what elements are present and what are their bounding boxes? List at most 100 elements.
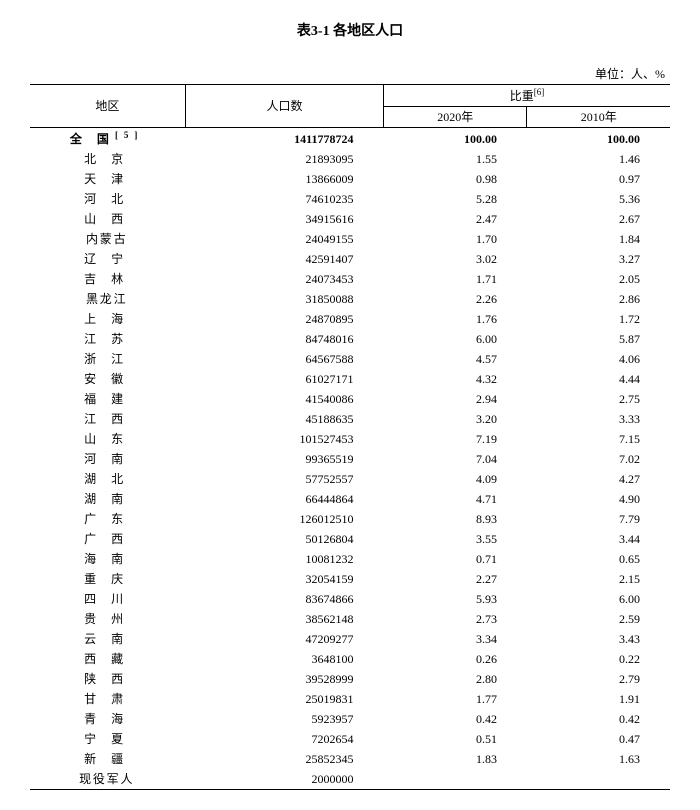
cell-population: 13866009 <box>185 169 383 189</box>
col-header-2010: 2010年 <box>527 107 670 128</box>
cell-ratio-2020: 4.09 <box>384 469 527 489</box>
cell-region: 宁 夏 <box>30 729 185 749</box>
cell-ratio-2020: 2.27 <box>384 569 527 589</box>
cell-region: 湖 北 <box>30 469 185 489</box>
table-row: 西 藏36481000.260.22 <box>30 649 670 669</box>
table-row: 云 南472092773.343.43 <box>30 629 670 649</box>
cell-ratio-2020: 3.20 <box>384 409 527 429</box>
cell-ratio-2010: 0.42 <box>527 709 670 729</box>
cell-region: 广 东 <box>30 509 185 529</box>
cell-population: 41540086 <box>185 389 383 409</box>
cell-ratio-2020: 4.32 <box>384 369 527 389</box>
cell-ratio-2010: 4.44 <box>527 369 670 389</box>
cell-ratio-2010: 1.63 <box>527 749 670 769</box>
cell-ratio-2020: 2.80 <box>384 669 527 689</box>
cell-population: 21893095 <box>185 149 383 169</box>
cell-ratio-2010: 100.00 <box>527 128 670 150</box>
table-row: 甘 肃250198311.771.91 <box>30 689 670 709</box>
cell-population: 38562148 <box>185 609 383 629</box>
cell-ratio-2020: 0.26 <box>384 649 527 669</box>
cell-population: 2000000 <box>185 769 383 790</box>
cell-region: 安 徽 <box>30 369 185 389</box>
cell-region: 全 国[5] <box>30 128 185 150</box>
cell-region: 四 川 <box>30 589 185 609</box>
cell-population: 34915616 <box>185 209 383 229</box>
cell-population: 42591407 <box>185 249 383 269</box>
table-row: 青 海59239570.420.42 <box>30 709 670 729</box>
table-row: 浙 江645675884.574.06 <box>30 349 670 369</box>
table-row: 山 西349156162.472.67 <box>30 209 670 229</box>
cell-region: 辽 宁 <box>30 249 185 269</box>
cell-ratio-2020: 1.70 <box>384 229 527 249</box>
cell-region: 河 北 <box>30 189 185 209</box>
cell-ratio-2010: 2.59 <box>527 609 670 629</box>
cell-region: 浙 江 <box>30 349 185 369</box>
cell-ratio-2020: 3.55 <box>384 529 527 549</box>
cell-ratio-2020: 1.71 <box>384 269 527 289</box>
cell-ratio-2020: 5.93 <box>384 589 527 609</box>
cell-region: 吉 林 <box>30 269 185 289</box>
table-row: 黑龙江318500882.262.86 <box>30 289 670 309</box>
cell-ratio-2020: 5.28 <box>384 189 527 209</box>
cell-ratio-2010: 7.15 <box>527 429 670 449</box>
cell-ratio-2020: 0.51 <box>384 729 527 749</box>
table-row: 辽 宁425914073.023.27 <box>30 249 670 269</box>
col-header-2020: 2020年 <box>384 107 527 128</box>
table-row: 内蒙古240491551.701.84 <box>30 229 670 249</box>
cell-population: 57752557 <box>185 469 383 489</box>
cell-region: 现役军人 <box>30 769 185 790</box>
table-row: 新 疆258523451.831.63 <box>30 749 670 769</box>
cell-ratio-2010: 5.87 <box>527 329 670 349</box>
cell-population: 74610235 <box>185 189 383 209</box>
cell-region: 天 津 <box>30 169 185 189</box>
cell-population: 101527453 <box>185 429 383 449</box>
cell-ratio-2010: 3.27 <box>527 249 670 269</box>
cell-ratio-2020: 4.57 <box>384 349 527 369</box>
cell-ratio-2020: 1.77 <box>384 689 527 709</box>
cell-population: 61027171 <box>185 369 383 389</box>
col-header-ratio: 比重[6] <box>384 85 670 107</box>
cell-ratio-2020: 100.00 <box>384 128 527 150</box>
cell-ratio-2020: 2.73 <box>384 609 527 629</box>
cell-region: 云 南 <box>30 629 185 649</box>
table-row: 全 国[5]1411778724100.00100.00 <box>30 128 670 150</box>
cell-ratio-2010: 0.65 <box>527 549 670 569</box>
cell-region: 内蒙古 <box>30 229 185 249</box>
cell-ratio-2020: 2.94 <box>384 389 527 409</box>
cell-region: 西 藏 <box>30 649 185 669</box>
cell-region: 陕 西 <box>30 669 185 689</box>
cell-ratio-2010: 1.84 <box>527 229 670 249</box>
cell-region: 湖 南 <box>30 489 185 509</box>
table-row: 河 北746102355.285.36 <box>30 189 670 209</box>
cell-ratio-2020 <box>384 769 527 790</box>
cell-ratio-2010: 4.06 <box>527 349 670 369</box>
cell-ratio-2010: 2.05 <box>527 269 670 289</box>
cell-region: 江 苏 <box>30 329 185 349</box>
cell-population: 24870895 <box>185 309 383 329</box>
cell-ratio-2010: 3.44 <box>527 529 670 549</box>
cell-region: 贵 州 <box>30 609 185 629</box>
cell-ratio-2020: 4.71 <box>384 489 527 509</box>
cell-population: 84748016 <box>185 329 383 349</box>
cell-region: 新 疆 <box>30 749 185 769</box>
cell-region: 山 西 <box>30 209 185 229</box>
table-row: 广 东1260125108.937.79 <box>30 509 670 529</box>
cell-region: 海 南 <box>30 549 185 569</box>
cell-ratio-2020: 6.00 <box>384 329 527 349</box>
table-row: 贵 州385621482.732.59 <box>30 609 670 629</box>
population-table: 地区 人口数 比重[6] 2020年 2010年 全 国[5]141177872… <box>30 84 670 790</box>
cell-population: 5923957 <box>185 709 383 729</box>
table-row: 北 京218930951.551.46 <box>30 149 670 169</box>
table-row: 吉 林240734531.712.05 <box>30 269 670 289</box>
cell-region: 黑龙江 <box>30 289 185 309</box>
cell-ratio-2020: 7.04 <box>384 449 527 469</box>
cell-ratio-2020: 0.98 <box>384 169 527 189</box>
cell-ratio-2010: 2.86 <box>527 289 670 309</box>
cell-population: 7202654 <box>185 729 383 749</box>
cell-population: 31850088 <box>185 289 383 309</box>
cell-population: 99365519 <box>185 449 383 469</box>
cell-ratio-2010: 2.79 <box>527 669 670 689</box>
table-row: 湖 北577525574.094.27 <box>30 469 670 489</box>
cell-ratio-2010: 1.91 <box>527 689 670 709</box>
table-row: 湖 南664448644.714.90 <box>30 489 670 509</box>
